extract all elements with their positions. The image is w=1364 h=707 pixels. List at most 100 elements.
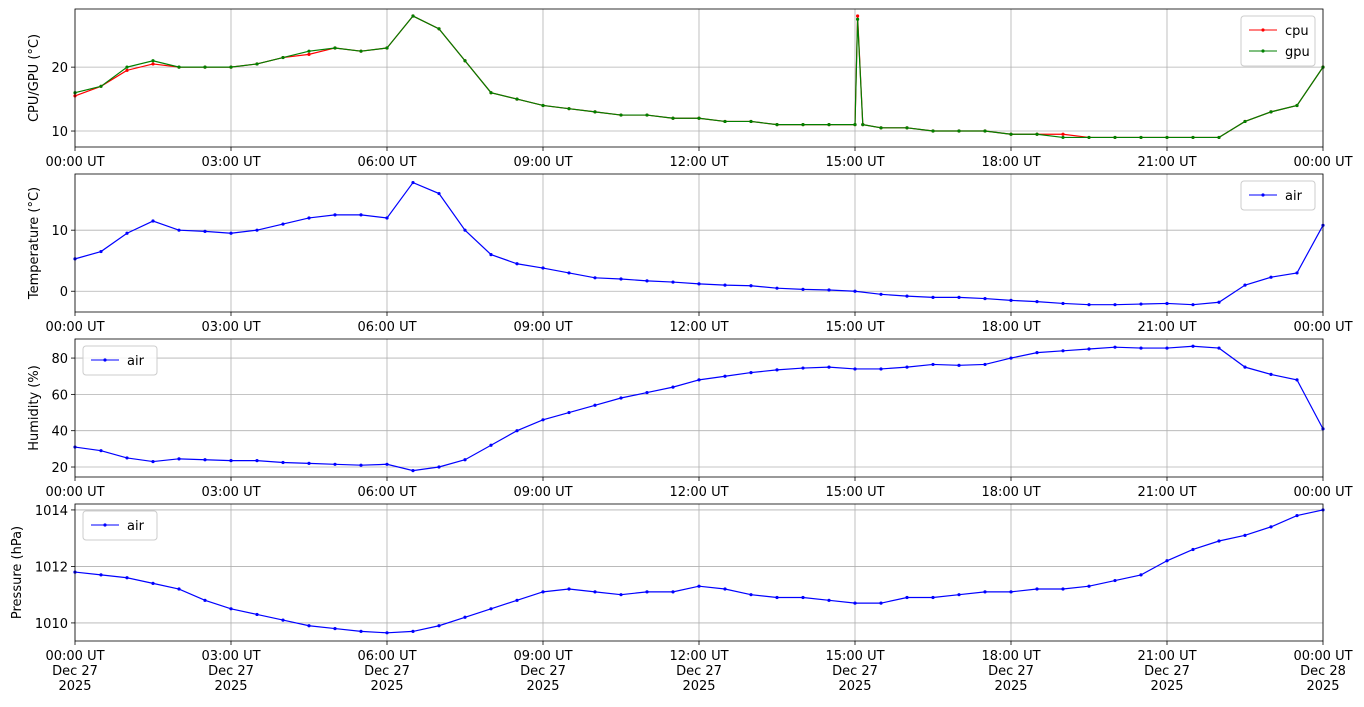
data-point [385, 462, 389, 466]
data-point [359, 629, 363, 633]
legend: air [82, 510, 158, 541]
data-point [411, 469, 415, 473]
data-point [1243, 283, 1247, 287]
x-tick-label: 15:00 UT [825, 155, 884, 170]
data-point [1061, 135, 1065, 140]
data-point [1087, 584, 1091, 588]
legend-box [82, 345, 158, 376]
data-point [879, 126, 883, 130]
axes-frame [74, 338, 1324, 478]
x-tick-label: 18:00 UT [981, 320, 1040, 335]
x-tick-label: 15:00 UT Dec 27 2025 [825, 649, 884, 694]
data-point [255, 228, 259, 232]
data-point [697, 116, 701, 120]
data-point [437, 191, 441, 196]
legend-label: air [127, 354, 145, 369]
data-point [645, 390, 649, 395]
data-point [1035, 351, 1039, 355]
legend-label: gpu [1285, 45, 1310, 60]
data-point [203, 229, 207, 233]
data-point [1113, 135, 1117, 140]
data-point [1295, 271, 1299, 275]
data-point [515, 97, 519, 101]
data-point [957, 295, 961, 299]
data-point [645, 113, 649, 117]
x-tick-label: 00:00 UT Dec 27 2025 [45, 649, 104, 694]
data-point [541, 103, 545, 108]
data-point [619, 277, 623, 281]
data-point [593, 590, 597, 594]
y-tick-label: 1012 [35, 560, 68, 575]
data-point [203, 65, 207, 69]
x-tick-label: 00:00 UT [45, 320, 104, 335]
data-point [1217, 300, 1221, 304]
data-point [567, 587, 571, 591]
data-point [1295, 378, 1299, 382]
data-point [1269, 275, 1273, 279]
data-point [905, 365, 909, 369]
data-point [1217, 135, 1221, 140]
data-point [411, 180, 415, 185]
y-axis-label: CPU/GPU (°C) [27, 34, 42, 122]
x-tick-label: 12:00 UT [669, 485, 728, 500]
y-axis-label: Temperature (°C) [27, 187, 42, 300]
data-point [463, 615, 467, 619]
data-point [229, 607, 233, 611]
data-point [229, 231, 233, 235]
data-point [307, 624, 311, 628]
data-point [1139, 346, 1143, 350]
data-point [385, 631, 389, 635]
data-point [359, 213, 363, 217]
x-tick-label: 21:00 UT [1137, 155, 1196, 170]
data-point [151, 219, 155, 223]
data-point [957, 363, 961, 367]
data-point [1139, 302, 1143, 306]
data-point [1113, 345, 1117, 349]
data-point [827, 288, 831, 292]
data-point [1243, 365, 1247, 369]
data-point [515, 429, 519, 433]
data-point [125, 65, 129, 69]
y-tick-label: 20 [51, 61, 68, 76]
data-point [125, 456, 129, 460]
data-point [1139, 135, 1143, 140]
legend-marker [1261, 193, 1265, 197]
data-point [723, 283, 727, 287]
data-point [463, 228, 467, 232]
x-tick-label: 03:00 UT Dec 27 2025 [201, 649, 260, 694]
data-point [463, 59, 467, 63]
data-point [983, 296, 987, 301]
legend-marker [103, 523, 107, 527]
legend-marker [1261, 28, 1265, 32]
data-point [931, 129, 935, 133]
x-tick-label: 21:00 UT [1137, 485, 1196, 500]
data-point [827, 123, 831, 127]
data-point [983, 590, 987, 594]
data-point [905, 595, 909, 600]
data-point [801, 366, 805, 370]
x-tick-label: 06:00 UT [357, 485, 416, 500]
data-point [853, 123, 857, 127]
data-point [229, 65, 233, 69]
data-point [1113, 578, 1117, 583]
data-point [619, 593, 623, 597]
data-point [1113, 303, 1117, 307]
data-point [489, 253, 493, 257]
data-point [1165, 559, 1169, 563]
data-point [1061, 587, 1065, 591]
y-tick-label: 1010 [35, 617, 68, 632]
data-point [827, 598, 831, 602]
data-point [411, 14, 415, 18]
axes-frame [74, 8, 1324, 148]
data-point [879, 292, 883, 296]
data-point [1243, 119, 1247, 124]
data-point [359, 49, 363, 53]
data-point [697, 282, 701, 286]
data-point [697, 378, 701, 382]
data-point [1087, 303, 1091, 307]
data-point [775, 123, 779, 127]
data-point [307, 49, 311, 53]
x-tick-label: 15:00 UT [825, 485, 884, 500]
data-point [1009, 356, 1013, 360]
x-tick-label: 06:00 UT Dec 27 2025 [357, 649, 416, 694]
